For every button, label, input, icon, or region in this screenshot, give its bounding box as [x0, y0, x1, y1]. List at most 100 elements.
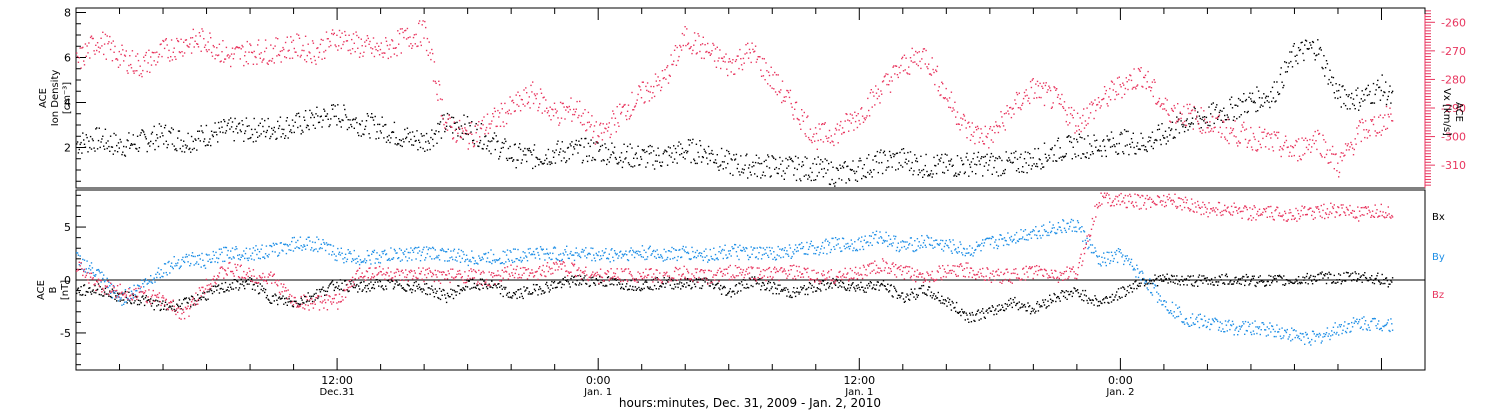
velocity-point [715, 66, 718, 68]
density-point [1112, 137, 1114, 139]
density-point [1133, 146, 1135, 149]
velocity-point [1272, 150, 1275, 152]
density-point [642, 150, 644, 152]
velocity-point [926, 66, 928, 68]
density-point [311, 114, 314, 116]
b-point [596, 279, 598, 281]
b-point [430, 288, 432, 290]
b-point [757, 278, 759, 281]
b-point [438, 297, 440, 300]
velocity-point [489, 127, 491, 129]
b-point [957, 312, 959, 314]
b-point [773, 281, 775, 284]
density-point [1357, 87, 1359, 89]
velocity-point [1303, 139, 1305, 141]
density-point [517, 159, 519, 161]
density-point [469, 125, 471, 127]
density-point [532, 149, 535, 151]
velocity-point [633, 106, 636, 108]
b-point [709, 285, 711, 287]
density-point [224, 120, 226, 123]
velocity-point [463, 132, 465, 135]
velocity-point [956, 111, 959, 113]
velocity-point [1052, 102, 1054, 104]
density-point [1087, 135, 1089, 137]
density-point [856, 180, 859, 182]
b-point [599, 276, 601, 278]
velocity-point [646, 82, 649, 84]
velocity-point [848, 120, 851, 122]
b-point [174, 265, 176, 267]
velocity-point [173, 47, 175, 49]
b-point [659, 285, 661, 288]
b-point [545, 283, 547, 285]
b-point [301, 249, 303, 251]
b-point [251, 288, 254, 290]
velocity-point [162, 39, 164, 42]
velocity-point [336, 34, 338, 36]
b-point [1130, 287, 1132, 289]
b-point [540, 293, 543, 295]
density-point [325, 115, 328, 117]
density-point [783, 178, 785, 180]
velocity-point [296, 33, 298, 35]
density-point [579, 144, 581, 146]
velocity-point [1110, 80, 1113, 82]
velocity-point [612, 110, 614, 112]
density-point [964, 171, 966, 173]
velocity-point [392, 47, 395, 49]
density-point [828, 183, 831, 185]
velocity-point [597, 135, 599, 137]
b-point [678, 283, 680, 285]
velocity-point [160, 43, 162, 45]
b-point [614, 278, 617, 280]
density-point [1386, 98, 1389, 101]
velocity-point [507, 112, 510, 115]
b-point [661, 282, 664, 285]
b-point [1220, 279, 1222, 281]
velocity-point [1118, 76, 1120, 78]
density-point [605, 147, 607, 149]
b-point [595, 278, 597, 280]
b-point [814, 290, 817, 292]
b-point [1183, 284, 1185, 286]
density-point [908, 169, 911, 172]
velocity-point [636, 99, 638, 101]
density-point [854, 172, 856, 175]
velocity-point [925, 49, 927, 52]
velocity-point [730, 71, 732, 73]
b-point [979, 311, 981, 314]
density-point [743, 168, 745, 171]
b-point [1121, 296, 1123, 299]
density-point [440, 137, 443, 139]
density-point [1306, 48, 1308, 50]
b-point [305, 238, 308, 240]
b-point [407, 284, 409, 286]
velocity-point [596, 141, 598, 143]
velocity-point [492, 113, 494, 115]
b-point [1315, 280, 1317, 282]
b-point [917, 294, 919, 296]
velocity-point [1388, 116, 1390, 118]
velocity-point [1058, 103, 1060, 105]
velocity-point [744, 53, 746, 55]
density-point [316, 106, 318, 108]
b-point [267, 298, 269, 300]
b-point [88, 287, 90, 289]
velocity-point [341, 32, 343, 34]
b-point [323, 289, 325, 292]
velocity-point [120, 53, 122, 56]
b-point [1352, 279, 1355, 281]
density-point [374, 115, 376, 118]
velocity-point [1257, 149, 1259, 151]
b-point [1294, 281, 1296, 283]
density-point [636, 157, 638, 160]
velocity-point [712, 42, 714, 45]
density-point [1304, 44, 1306, 46]
density-point [1078, 133, 1080, 135]
velocity-point [1044, 84, 1047, 87]
velocity-point [1028, 97, 1030, 99]
density-point [1204, 122, 1207, 124]
b-point [1250, 278, 1253, 280]
b-point [745, 287, 747, 289]
